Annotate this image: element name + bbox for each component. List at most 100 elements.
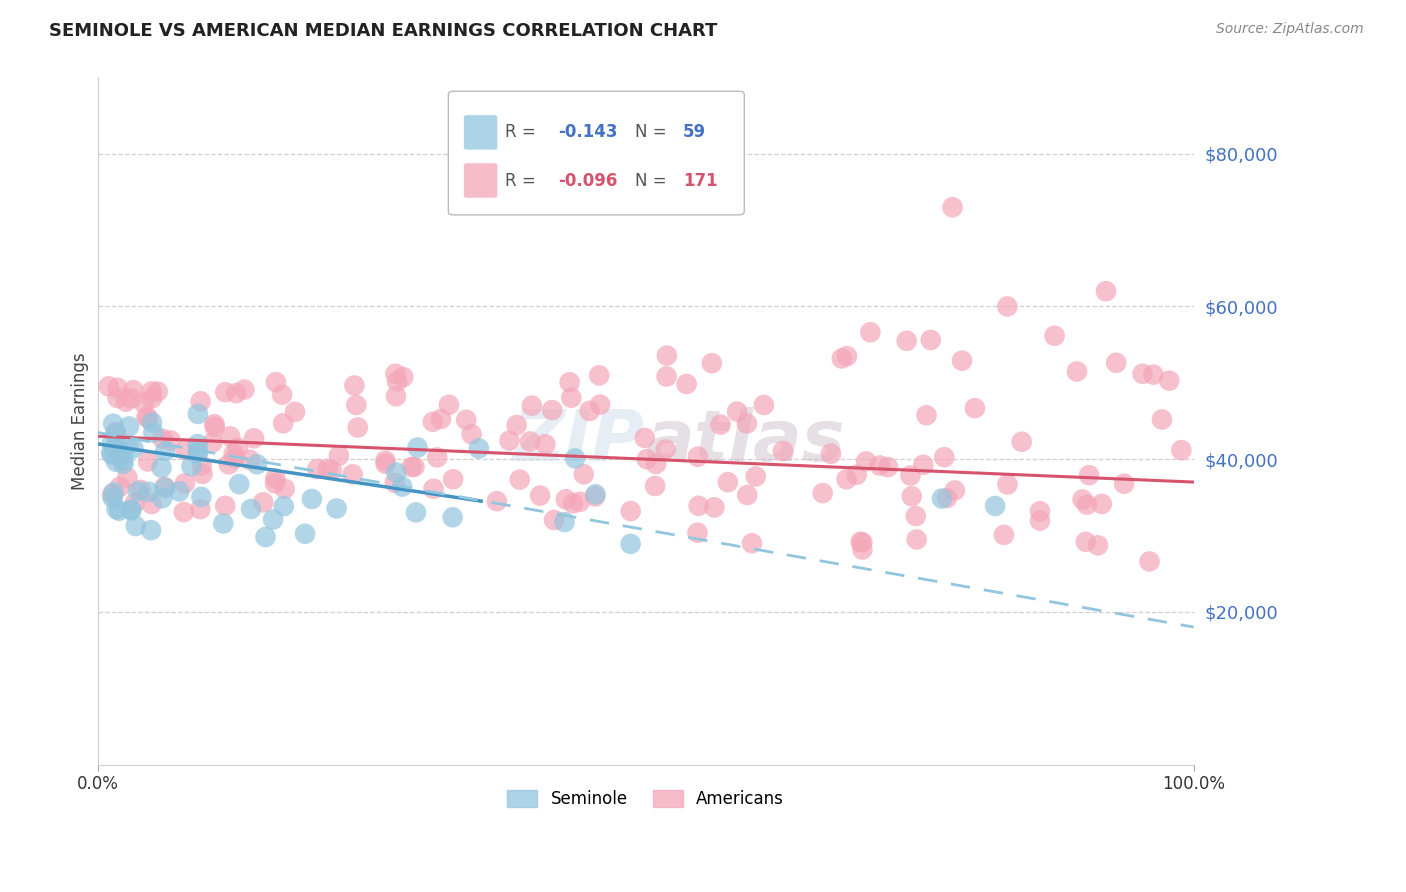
Point bbox=[385, 389, 408, 403]
Point bbox=[703, 500, 725, 515]
Text: N =: N = bbox=[634, 171, 672, 189]
Point bbox=[686, 525, 709, 540]
Point bbox=[851, 542, 873, 557]
Point bbox=[218, 457, 240, 471]
Point bbox=[155, 444, 177, 458]
Point bbox=[505, 417, 527, 432]
Point bbox=[169, 484, 191, 499]
Point bbox=[105, 455, 128, 469]
Point bbox=[572, 467, 595, 482]
Point bbox=[127, 484, 149, 499]
Text: Source: ZipAtlas.com: Source: ZipAtlas.com bbox=[1216, 22, 1364, 37]
Point bbox=[460, 427, 482, 442]
Point bbox=[851, 535, 873, 549]
Point bbox=[273, 499, 295, 513]
Point bbox=[228, 477, 250, 491]
Point bbox=[252, 495, 274, 509]
Point bbox=[993, 528, 1015, 542]
Point bbox=[100, 436, 122, 450]
Point bbox=[101, 417, 124, 431]
Point bbox=[1114, 476, 1136, 491]
Point bbox=[262, 512, 284, 526]
Point bbox=[422, 415, 444, 429]
Point bbox=[153, 480, 176, 494]
Text: R =: R = bbox=[505, 171, 541, 189]
Point bbox=[441, 472, 464, 486]
Point bbox=[100, 446, 122, 460]
Point bbox=[1139, 554, 1161, 568]
Text: -0.143: -0.143 bbox=[558, 123, 617, 142]
Point bbox=[735, 488, 758, 502]
Point bbox=[741, 536, 763, 550]
Point bbox=[173, 505, 195, 519]
Point bbox=[1132, 367, 1154, 381]
Point bbox=[141, 497, 163, 511]
Point bbox=[110, 449, 132, 463]
Point bbox=[655, 369, 678, 384]
Point bbox=[700, 356, 723, 370]
Point bbox=[187, 437, 209, 451]
Point bbox=[180, 459, 202, 474]
Point bbox=[222, 447, 245, 461]
Point bbox=[120, 502, 142, 516]
Point bbox=[385, 375, 408, 389]
Point bbox=[485, 494, 508, 508]
Point bbox=[97, 379, 120, 393]
Point bbox=[219, 429, 242, 443]
Point bbox=[141, 384, 163, 399]
Point bbox=[159, 434, 181, 448]
Point bbox=[943, 483, 966, 498]
Point bbox=[153, 481, 176, 495]
Point bbox=[110, 445, 132, 459]
Point bbox=[316, 462, 339, 476]
Point bbox=[688, 499, 710, 513]
FancyBboxPatch shape bbox=[464, 163, 498, 198]
Point bbox=[135, 409, 157, 424]
Point bbox=[589, 398, 612, 412]
Point bbox=[935, 491, 957, 505]
Point bbox=[984, 499, 1007, 513]
Point bbox=[1078, 468, 1101, 483]
Point bbox=[105, 436, 128, 450]
Point bbox=[1066, 364, 1088, 378]
Point bbox=[112, 457, 135, 471]
Point bbox=[284, 405, 307, 419]
Point bbox=[101, 491, 124, 505]
Point bbox=[136, 411, 159, 425]
Point bbox=[963, 401, 986, 416]
Point bbox=[271, 417, 294, 431]
Point bbox=[877, 460, 900, 475]
Point bbox=[264, 471, 287, 485]
Point bbox=[129, 483, 152, 497]
Point bbox=[634, 431, 657, 445]
Point bbox=[1150, 412, 1173, 426]
Point bbox=[401, 460, 423, 475]
Point bbox=[564, 451, 586, 466]
Point bbox=[103, 485, 125, 500]
Point bbox=[385, 466, 408, 480]
Point bbox=[328, 449, 350, 463]
Point bbox=[422, 482, 444, 496]
Point bbox=[226, 441, 249, 455]
Point bbox=[920, 333, 942, 347]
Point bbox=[384, 367, 406, 381]
Point bbox=[896, 334, 918, 348]
Point bbox=[588, 368, 610, 383]
Point bbox=[541, 403, 564, 417]
Point bbox=[441, 510, 464, 524]
Point bbox=[118, 419, 141, 434]
Legend: Seminole, Americans: Seminole, Americans bbox=[501, 783, 790, 814]
Point bbox=[578, 404, 600, 418]
Point bbox=[752, 398, 775, 412]
Point bbox=[187, 407, 209, 421]
Point bbox=[254, 530, 277, 544]
Point bbox=[274, 482, 297, 496]
Point bbox=[931, 491, 953, 506]
Point bbox=[120, 392, 142, 406]
Point bbox=[941, 200, 963, 214]
Point bbox=[112, 452, 135, 467]
Point bbox=[912, 458, 935, 472]
Point bbox=[644, 479, 666, 493]
Point bbox=[187, 444, 209, 458]
Point bbox=[1029, 504, 1052, 518]
